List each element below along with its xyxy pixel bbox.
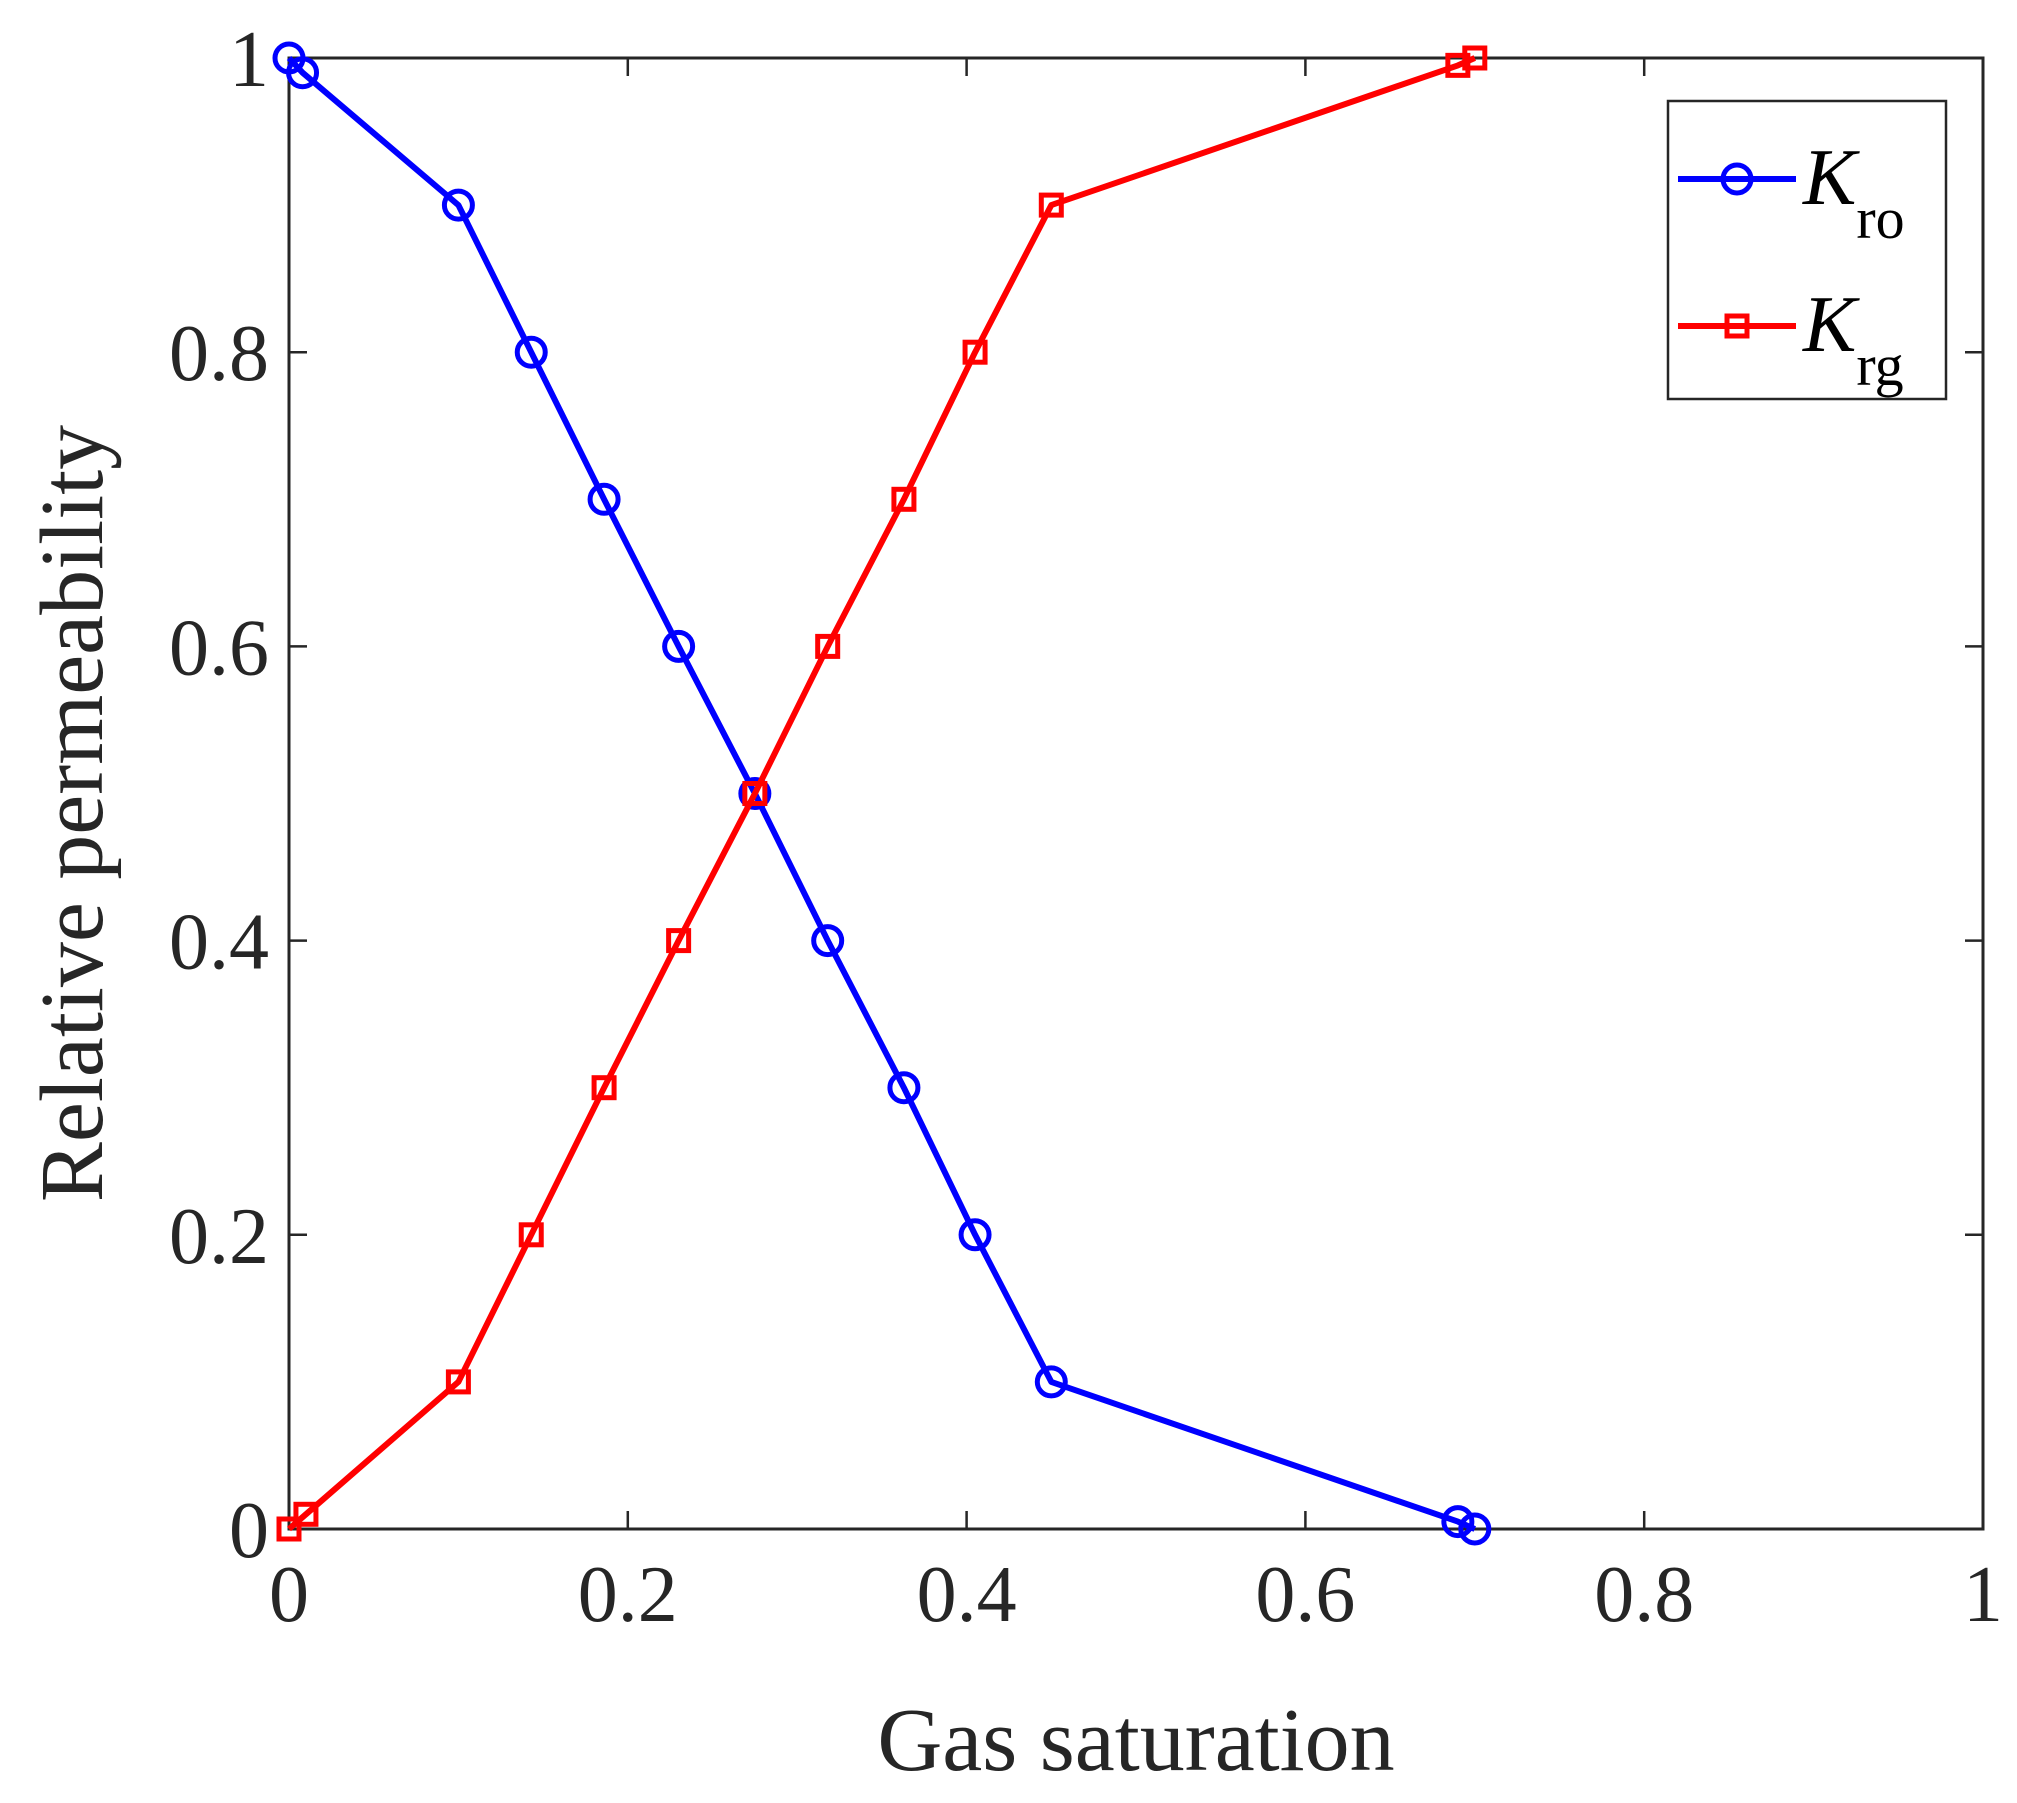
data-point-kro <box>1441 1505 1475 1539</box>
data-point-kro <box>441 188 475 222</box>
x-tick-label: 0.8 <box>1594 1551 1694 1639</box>
series-krg <box>276 45 1488 1542</box>
y-tick-label: 0 <box>229 1487 269 1575</box>
data-point-krg <box>1462 45 1488 71</box>
data-point-kro <box>1458 1512 1492 1546</box>
data-point-krg <box>891 486 917 512</box>
y-tick-label: 0.8 <box>169 310 269 398</box>
data-point-kro <box>738 777 772 810</box>
y-axis-label: Relative permeability <box>23 425 122 1202</box>
legend-label: Kro <box>1802 134 1905 251</box>
y-tick-label: 0.4 <box>169 899 269 987</box>
x-tick-label: 0.4 <box>917 1551 1017 1639</box>
data-point-kro <box>286 56 320 90</box>
y-tick-label: 0.6 <box>169 604 269 692</box>
data-point-krg <box>666 928 692 954</box>
legend-entry-kro: Kro <box>1678 134 1905 251</box>
x-tick-label: 1 <box>1963 1551 2003 1639</box>
data-point-krg <box>815 633 841 659</box>
x-tick-label: 0.6 <box>1255 1551 1355 1639</box>
plot-frame <box>287 56 1985 1531</box>
data-point-kro <box>887 1071 921 1105</box>
data-point-krg <box>962 339 988 365</box>
data-point-krg <box>591 1075 617 1101</box>
data-point-kro <box>662 629 696 663</box>
legend: Kro Krg <box>1666 99 1948 401</box>
legend-box <box>1666 99 1948 401</box>
legend-marker <box>1724 313 1750 339</box>
data-point-krg <box>1038 192 1064 218</box>
data-point-krg <box>293 1501 319 1527</box>
legend-label: Krg <box>1802 281 1904 398</box>
data-point-krg <box>1445 52 1471 78</box>
x-tick-label: 0 <box>269 1551 309 1639</box>
series-line-krg <box>287 55 1477 1532</box>
data-point-kro <box>958 1218 992 1252</box>
data-point-kro <box>811 924 845 958</box>
series-layer <box>272 41 1492 1546</box>
y-tick-label: 0.2 <box>169 1193 269 1281</box>
data-point-krg <box>518 1222 544 1248</box>
data-point-krg <box>445 1369 471 1395</box>
legend-marker <box>1720 162 1754 196</box>
ticks: 0 0.2 0.4 0.6 0.8 1 0 0.2 0.4 0.6 0.8 1 <box>169 16 2003 1639</box>
legend-entry-krg: Krg <box>1678 281 1904 398</box>
data-point-krg <box>742 781 768 806</box>
data-point-kro <box>514 335 548 369</box>
x-axis-label: Gas saturation <box>877 1691 1394 1790</box>
data-point-kro <box>587 482 621 516</box>
y-tick-label: 1 <box>229 16 269 104</box>
data-point-kro <box>1034 1365 1068 1399</box>
x-tick-label: 0.2 <box>578 1551 678 1639</box>
data-point-krg <box>276 1516 302 1542</box>
